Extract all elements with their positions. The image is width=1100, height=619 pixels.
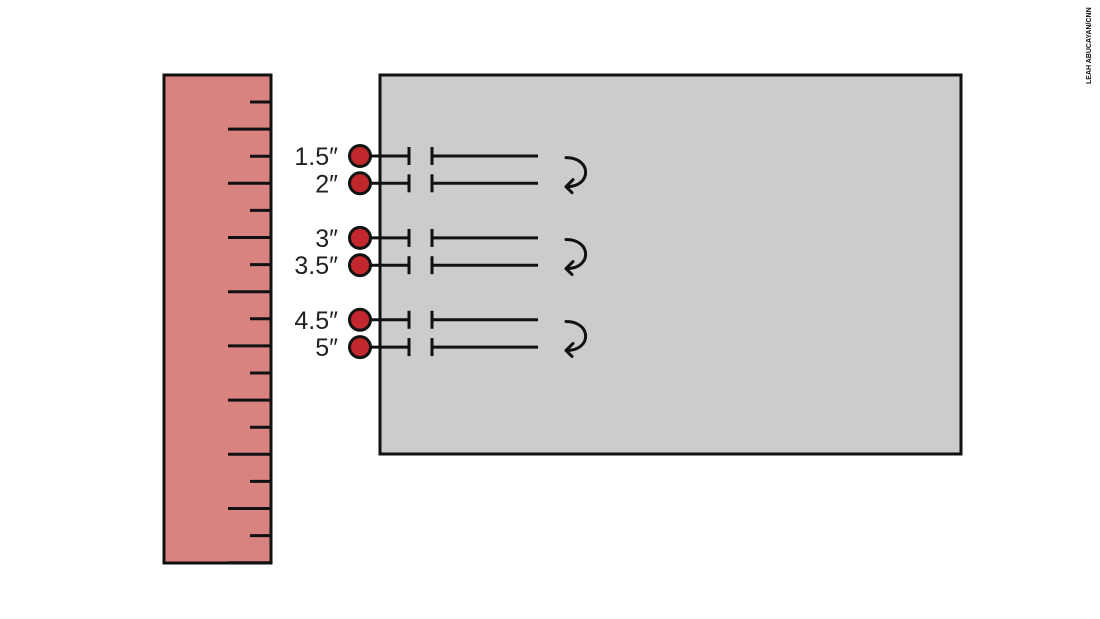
ruler-ticks [228, 100, 271, 565]
measurement-mark: 3.5″ [294, 252, 538, 280]
mark-label: 4.5″ [294, 307, 338, 335]
pin-dot [348, 307, 372, 332]
pin-dot [348, 253, 372, 278]
curved-return-arrow-icon [564, 319, 587, 358]
curved-return-arrow-icon [564, 238, 587, 277]
pin-dot [348, 144, 372, 168]
photo-credit: LEAH ABUCAYAN/CNN [1086, 7, 1093, 84]
mark-label: 3.5″ [294, 252, 338, 280]
credit-text: LEAH ABUCAYAN/CNN [1086, 7, 1093, 84]
pin-dot [348, 171, 372, 196]
mark-label: 1.5″ [294, 143, 338, 171]
measurement-mark: 2″ [315, 170, 538, 198]
pin-dot [348, 225, 372, 250]
mark-label: 2″ [315, 170, 338, 198]
measurement-mark: 4.5″ [294, 307, 538, 335]
mark-label: 3″ [315, 225, 338, 253]
measurement-mark: 1.5″ [294, 143, 538, 171]
measurement-mark: 5″ [315, 334, 538, 362]
curved-return-arrow-icon [564, 156, 587, 195]
measurement-mark: 3″ [315, 225, 538, 253]
mark-label: 5″ [315, 334, 338, 362]
pin-dot [348, 335, 372, 360]
arrows [564, 156, 587, 358]
measurement-marks: 1.5″2″ 3″3.5″ 4.5″5″ [294, 143, 538, 362]
